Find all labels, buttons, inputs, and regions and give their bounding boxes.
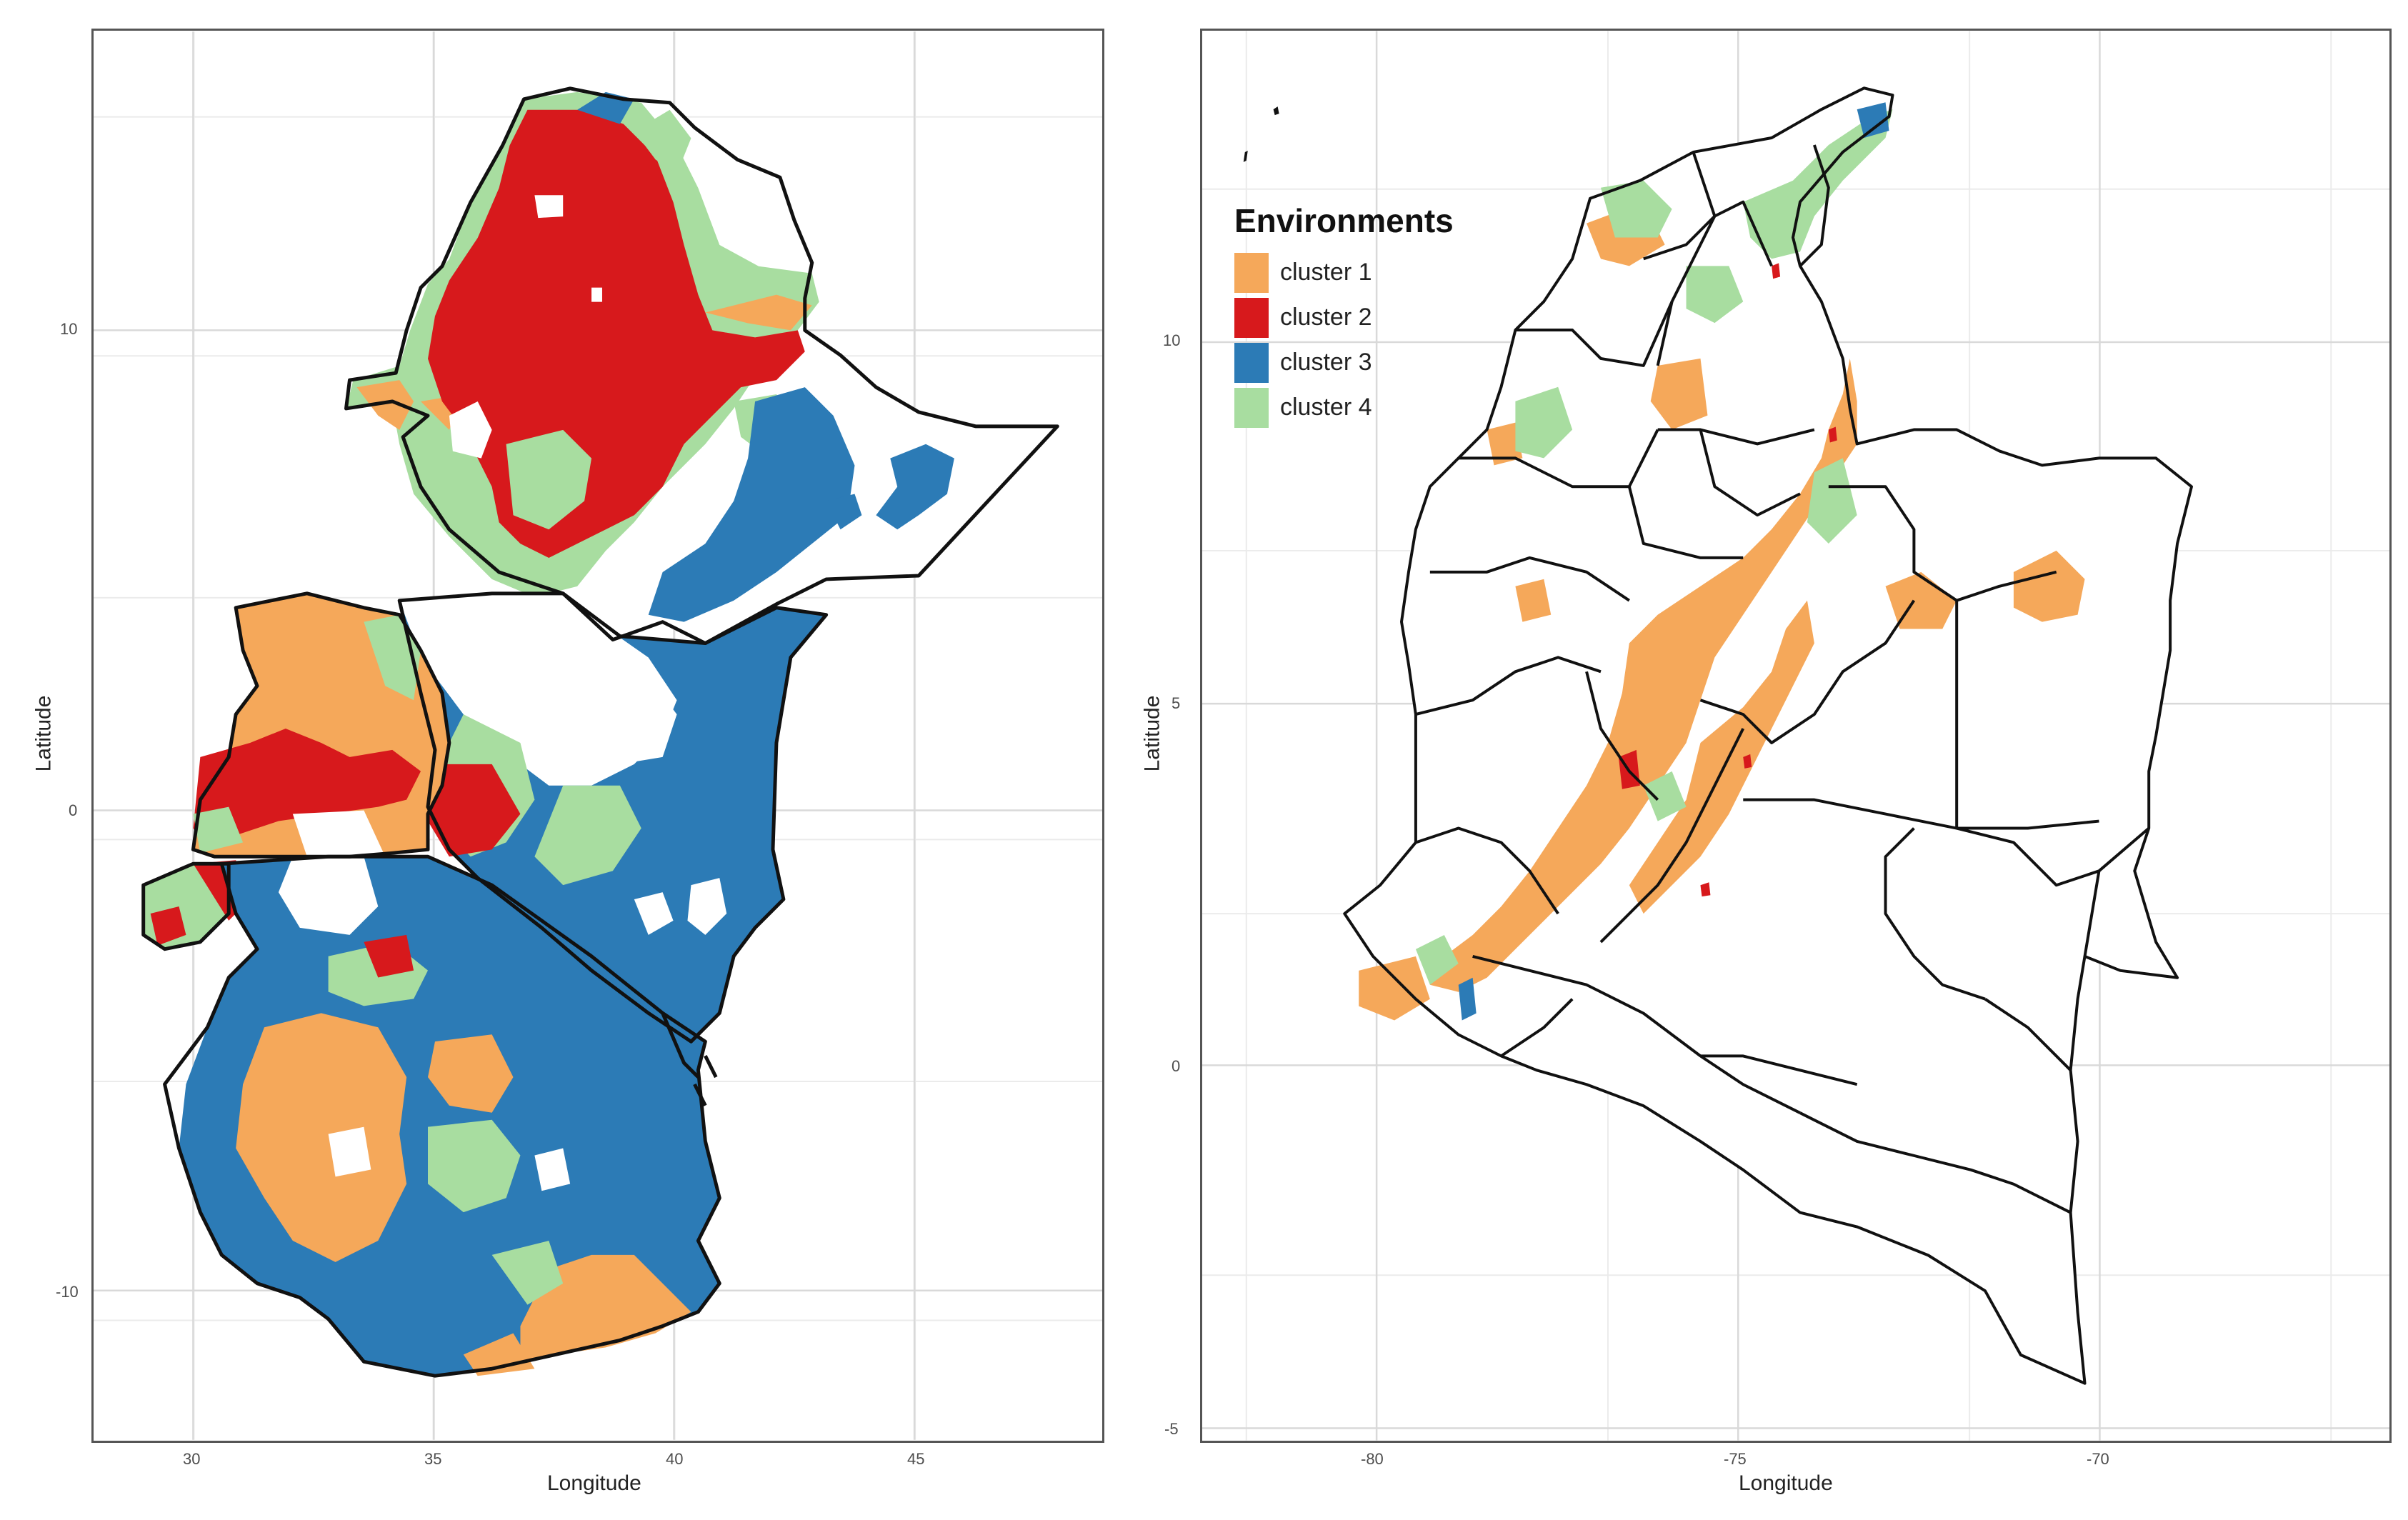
y-tick-left-10: 10 xyxy=(60,320,78,338)
legend-swatch xyxy=(1234,387,1269,428)
y-axis-title-right: Latitude xyxy=(1140,695,1164,772)
ethiopia-region xyxy=(346,88,1058,644)
y-axis-title-left: Latitude xyxy=(31,695,56,772)
x-tick-left-40: 40 xyxy=(666,1450,684,1468)
legend: Environments cluster 1 cluster 2 cluster… xyxy=(1234,201,1454,430)
map-panel-colombia xyxy=(1200,29,2392,1443)
x-tick-right-minus-70: -70 xyxy=(2087,1450,2109,1468)
legend-label: cluster 3 xyxy=(1280,349,1372,376)
x-tick-left-30: 30 xyxy=(183,1450,201,1468)
legend-swatch xyxy=(1234,297,1269,338)
x-tick-right-minus-80: -80 xyxy=(1361,1450,1384,1468)
country-borders xyxy=(141,86,1059,1378)
legend-item-cluster-1: cluster 1 xyxy=(1234,250,1454,295)
uganda-region xyxy=(193,593,449,857)
x-tick-left-35: 35 xyxy=(424,1450,442,1468)
legend-swatch xyxy=(1234,342,1269,383)
island-mark xyxy=(1273,106,1279,116)
y-tick-right-5: 5 xyxy=(1171,694,1181,712)
legend-item-cluster-2: cluster 2 xyxy=(1234,295,1454,340)
map-panel-east-africa xyxy=(91,29,1104,1443)
colombia-map xyxy=(1202,31,2389,1441)
legend-label: cluster 2 xyxy=(1280,304,1372,331)
y-tick-right-0: 0 xyxy=(1171,1057,1181,1075)
x-axis-title-left: Longitude xyxy=(547,1471,641,1495)
kenya-region xyxy=(399,593,826,1042)
legend-label: cluster 4 xyxy=(1280,394,1372,421)
y-tick-left-minus-10: -10 xyxy=(56,1283,79,1301)
y-tick-left-0: 0 xyxy=(69,801,78,819)
y-tick-right-minus-5: -5 xyxy=(1164,1420,1179,1438)
legend-label: cluster 1 xyxy=(1280,259,1372,286)
island-mark xyxy=(1243,150,1248,162)
x-tick-left-45: 45 xyxy=(907,1450,925,1468)
x-tick-right-minus-75: -75 xyxy=(1724,1450,1747,1468)
tanzania-region xyxy=(179,856,720,1376)
legend-title: Environments xyxy=(1234,202,1454,239)
department-borders xyxy=(1343,86,2193,1385)
y-tick-right-10: 10 xyxy=(1163,331,1181,349)
legend-item-cluster-3: cluster 3 xyxy=(1234,340,1454,385)
east-africa-map xyxy=(94,31,1102,1440)
legend-swatch xyxy=(1234,252,1269,293)
x-axis-title-right: Longitude xyxy=(1739,1471,1833,1495)
legend-item-cluster-4: cluster 4 xyxy=(1234,385,1454,430)
